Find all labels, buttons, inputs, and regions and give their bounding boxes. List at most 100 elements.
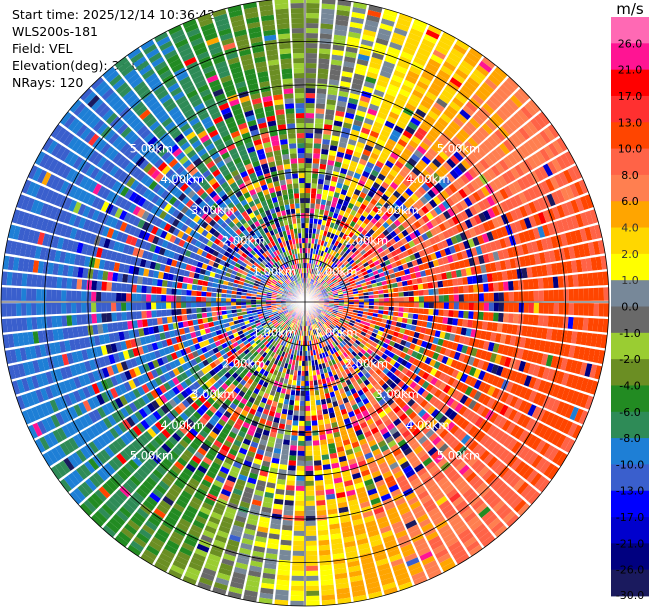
gate-cell (351, 363, 358, 370)
gate-cell (499, 84, 513, 97)
gate-cell (396, 474, 407, 484)
gate-cell (72, 434, 83, 448)
gate-cell (570, 375, 579, 389)
gate-cell (357, 246, 364, 253)
gate-cell (161, 548, 176, 559)
gate-cell (435, 154, 446, 165)
gate-cell (368, 368, 375, 376)
gate-cell (412, 393, 421, 402)
gate-cell (319, 326, 324, 332)
gate-cell (567, 275, 574, 288)
gate-cell (460, 327, 467, 336)
gate-cell (325, 483, 334, 490)
gate-cell (305, 213, 310, 219)
gate-cell (587, 318, 594, 332)
gate-cell (400, 483, 412, 493)
gate-cell (550, 355, 559, 368)
gate-cell (331, 262, 336, 268)
gate-cell (397, 380, 405, 388)
gate-cell (533, 290, 539, 302)
gate-cell (336, 592, 351, 600)
gate-cell (527, 156, 538, 170)
gate-cell (503, 406, 514, 419)
gate-cell (395, 349, 402, 357)
gate-cell (417, 217, 426, 226)
gate-cell (227, 539, 240, 548)
gate-cell (301, 360, 305, 366)
gate-cell (341, 526, 353, 533)
gate-cell (509, 335, 517, 346)
gate-cell (368, 235, 375, 243)
gate-cell (383, 297, 389, 302)
gate-cell (350, 467, 360, 475)
gate-cell (249, 565, 262, 573)
gate-cell (342, 324, 348, 329)
gate-cell (526, 121, 539, 135)
gate-cell (594, 224, 603, 239)
gate-cell (438, 288, 444, 295)
gate-cell (438, 295, 444, 302)
gate-cell (353, 307, 359, 311)
gate-cell (186, 418, 195, 428)
gate-cell (368, 157, 377, 165)
gate-cell (453, 261, 461, 270)
gate-cell (528, 99, 541, 113)
gate-cell (172, 446, 183, 457)
gate-cell (152, 359, 160, 369)
gate-cell (370, 444, 379, 452)
gate-cell (455, 233, 463, 243)
gate-cell (233, 520, 245, 528)
gate-cell (449, 472, 461, 484)
gate-cell (259, 417, 267, 425)
gate-cell (400, 111, 412, 121)
gate-cell (331, 336, 336, 342)
gate-cell (450, 194, 459, 204)
gate-cell (466, 51, 480, 64)
gate-cell (442, 200, 451, 210)
gate-cell (350, 436, 358, 444)
gate-cell (556, 204, 566, 218)
gate-cell (386, 319, 392, 325)
gate-cell (337, 95, 348, 103)
gate-cell (319, 229, 324, 236)
gate-cell (310, 405, 316, 411)
gate-cell (305, 88, 316, 94)
gate-cell (357, 105, 368, 113)
gate-cell (261, 358, 268, 364)
gate-cell (405, 324, 412, 330)
gate-cell (562, 316, 569, 329)
gate-cell (377, 156, 387, 164)
gate-cell (154, 387, 163, 397)
gate-cell (274, 412, 281, 419)
gate-cell (321, 3, 336, 10)
gate-cell (508, 358, 517, 369)
gate-cell (368, 492, 380, 501)
gate-cell (585, 379, 594, 394)
gate-cell (438, 500, 451, 511)
gate-cell (499, 507, 513, 520)
gate-cell (418, 159, 428, 169)
gate-cell (276, 579, 290, 586)
gate-cell (505, 211, 514, 223)
gate-cell (445, 56, 459, 68)
gate-cell (330, 286, 336, 291)
gate-cell (375, 368, 382, 376)
gate-cell (94, 422, 104, 435)
gate-cell (506, 422, 516, 435)
gate-cell (305, 515, 316, 521)
gate-cell (540, 238, 549, 251)
gate-cell (218, 448, 228, 457)
gate-cell (418, 302, 424, 308)
gate-cell (369, 534, 381, 543)
gate-cell (143, 431, 153, 442)
gate-cell (465, 267, 472, 276)
gate-cell (388, 351, 395, 359)
gate-cell (511, 246, 519, 257)
gate-cell (438, 309, 444, 316)
gate-cell (415, 52, 429, 62)
gate-cell (262, 572, 276, 580)
gate-cell (551, 206, 561, 220)
gate-cell (321, 219, 327, 226)
gate-cell (216, 378, 225, 386)
gate-cell (315, 290, 321, 294)
